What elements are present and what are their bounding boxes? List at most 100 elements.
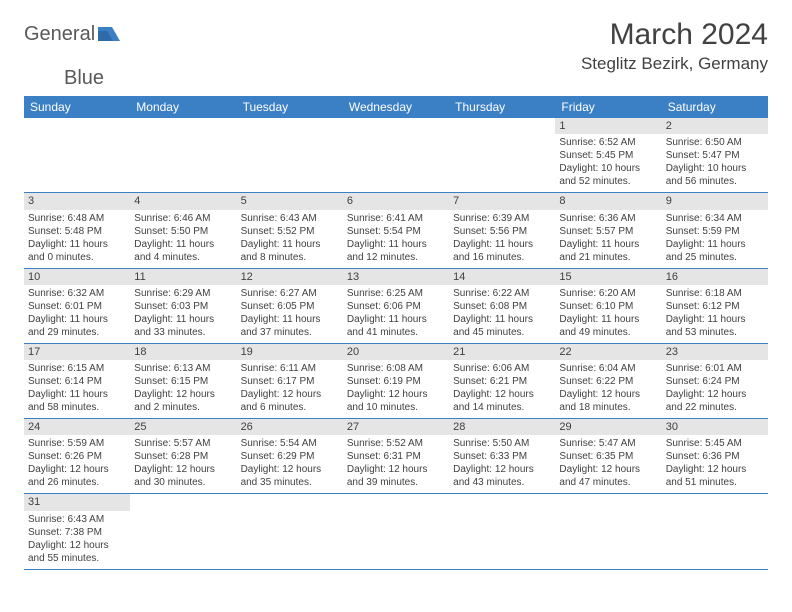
day-number: 17	[24, 344, 130, 360]
day-cell: 11Sunrise: 6:29 AMSunset: 6:03 PMDayligh…	[130, 269, 236, 343]
day-cell: 23Sunrise: 6:01 AMSunset: 6:24 PMDayligh…	[662, 344, 768, 418]
day-daylight: Daylight: 11 hours and 45 minutes.	[453, 313, 551, 339]
day-number: 31	[24, 494, 130, 510]
day-sunset: Sunset: 5:59 PM	[666, 225, 764, 238]
day-sunrise: Sunrise: 6:01 AM	[666, 362, 764, 375]
day-sunset: Sunset: 6:15 PM	[134, 375, 232, 388]
day-number: 5	[237, 193, 343, 209]
day-cell: 9Sunrise: 6:34 AMSunset: 5:59 PMDaylight…	[662, 193, 768, 267]
day-sunrise: Sunrise: 6:32 AM	[28, 287, 126, 300]
week-row: 10Sunrise: 6:32 AMSunset: 6:01 PMDayligh…	[24, 269, 768, 344]
day-cell: 10Sunrise: 6:32 AMSunset: 6:01 PMDayligh…	[24, 269, 130, 343]
day-number: 26	[237, 419, 343, 435]
day-daylight: Daylight: 12 hours and 6 minutes.	[241, 388, 339, 414]
calendar-grid: Sunday Monday Tuesday Wednesday Thursday…	[24, 96, 768, 570]
day-sunrise: Sunrise: 6:18 AM	[666, 287, 764, 300]
day-sunset: Sunset: 6:10 PM	[559, 300, 657, 313]
day-daylight: Daylight: 12 hours and 47 minutes.	[559, 463, 657, 489]
day-sunset: Sunset: 6:31 PM	[347, 450, 445, 463]
dow-wednesday: Wednesday	[343, 96, 449, 118]
day-daylight: Daylight: 12 hours and 14 minutes.	[453, 388, 551, 414]
day-sunset: Sunset: 6:28 PM	[134, 450, 232, 463]
day-cell-empty	[662, 494, 768, 568]
day-sunrise: Sunrise: 6:08 AM	[347, 362, 445, 375]
day-number: 9	[662, 193, 768, 209]
day-sunset: Sunset: 6:24 PM	[666, 375, 764, 388]
day-daylight: Daylight: 11 hours and 29 minutes.	[28, 313, 126, 339]
week-row: 24Sunrise: 5:59 AMSunset: 6:26 PMDayligh…	[24, 419, 768, 494]
day-number: 15	[555, 269, 661, 285]
day-sunrise: Sunrise: 6:15 AM	[28, 362, 126, 375]
day-sunset: Sunset: 6:33 PM	[453, 450, 551, 463]
day-cell: 16Sunrise: 6:18 AMSunset: 6:12 PMDayligh…	[662, 269, 768, 343]
day-sunrise: Sunrise: 6:48 AM	[28, 212, 126, 225]
day-cell-empty	[237, 494, 343, 568]
day-daylight: Daylight: 11 hours and 41 minutes.	[347, 313, 445, 339]
day-daylight: Daylight: 11 hours and 8 minutes.	[241, 238, 339, 264]
day-sunset: Sunset: 6:36 PM	[666, 450, 764, 463]
day-sunrise: Sunrise: 6:29 AM	[134, 287, 232, 300]
day-sunset: Sunset: 5:48 PM	[28, 225, 126, 238]
day-cell: 5Sunrise: 6:43 AMSunset: 5:52 PMDaylight…	[237, 193, 343, 267]
day-cell: 3Sunrise: 6:48 AMSunset: 5:48 PMDaylight…	[24, 193, 130, 267]
day-number: 6	[343, 193, 449, 209]
day-sunset: Sunset: 6:21 PM	[453, 375, 551, 388]
dow-monday: Monday	[130, 96, 236, 118]
day-sunrise: Sunrise: 6:43 AM	[28, 513, 126, 526]
day-daylight: Daylight: 11 hours and 12 minutes.	[347, 238, 445, 264]
dow-tuesday: Tuesday	[237, 96, 343, 118]
day-daylight: Daylight: 11 hours and 58 minutes.	[28, 388, 126, 414]
flag-icon	[98, 25, 120, 46]
day-number: 8	[555, 193, 661, 209]
day-cell: 19Sunrise: 6:11 AMSunset: 6:17 PMDayligh…	[237, 344, 343, 418]
dow-friday: Friday	[555, 96, 661, 118]
day-sunset: Sunset: 5:56 PM	[453, 225, 551, 238]
day-cell: 29 Sunrise: 5:47 AMSunset: 6:35 PMDayligh…	[555, 419, 661, 493]
day-cell-empty	[343, 118, 449, 192]
day-sunrise: Sunrise: 5:50 AM	[453, 437, 551, 450]
day-cell: 25 Sunrise: 5:57 AMSunset: 6:28 PMDayligh…	[130, 419, 236, 493]
day-cell: 6Sunrise: 6:41 AMSunset: 5:54 PMDaylight…	[343, 193, 449, 267]
day-daylight: Daylight: 12 hours and 39 minutes.	[347, 463, 445, 489]
day-cell-empty	[130, 118, 236, 192]
day-number: 30	[662, 419, 768, 435]
day-sunrise: Sunrise: 6:27 AM	[241, 287, 339, 300]
day-number: 29	[555, 419, 661, 435]
month-title: March 2024	[581, 18, 768, 52]
day-daylight: Daylight: 11 hours and 53 minutes.	[666, 313, 764, 339]
day-sunrise: Sunrise: 6:43 AM	[241, 212, 339, 225]
day-number: 25	[130, 419, 236, 435]
day-daylight: Daylight: 11 hours and 21 minutes.	[559, 238, 657, 264]
day-sunrise: Sunrise: 5:45 AM	[666, 437, 764, 450]
day-sunrise: Sunrise: 6:22 AM	[453, 287, 551, 300]
day-sunrise: Sunrise: 5:52 AM	[347, 437, 445, 450]
day-sunrise: Sunrise: 6:34 AM	[666, 212, 764, 225]
day-sunset: Sunset: 6:01 PM	[28, 300, 126, 313]
day-sunset: Sunset: 6:05 PM	[241, 300, 339, 313]
day-number: 2	[662, 118, 768, 134]
day-number: 12	[237, 269, 343, 285]
day-sunset: Sunset: 5:50 PM	[134, 225, 232, 238]
day-number: 27	[343, 419, 449, 435]
day-daylight: Daylight: 12 hours and 30 minutes.	[134, 463, 232, 489]
day-number: 14	[449, 269, 555, 285]
week-row: 17Sunrise: 6:15 AMSunset: 6:14 PMDayligh…	[24, 344, 768, 419]
day-cell: 1Sunrise: 6:52 AMSunset: 5:45 PMDaylight…	[555, 118, 661, 192]
day-sunrise: Sunrise: 6:20 AM	[559, 287, 657, 300]
day-sunset: Sunset: 6:35 PM	[559, 450, 657, 463]
day-number: 22	[555, 344, 661, 360]
day-daylight: Daylight: 11 hours and 0 minutes.	[28, 238, 126, 264]
day-sunrise: Sunrise: 6:04 AM	[559, 362, 657, 375]
title-block: March 2024 Steglitz Bezirk, Germany	[581, 18, 768, 74]
day-cell-empty	[449, 494, 555, 568]
day-cell: 2Sunrise: 6:50 AMSunset: 5:47 PMDaylight…	[662, 118, 768, 192]
day-daylight: Daylight: 11 hours and 37 minutes.	[241, 313, 339, 339]
day-number: 19	[237, 344, 343, 360]
day-cell: 27 Sunrise: 5:52 AMSunset: 6:31 PMDayligh…	[343, 419, 449, 493]
day-sunrise: Sunrise: 5:47 AM	[559, 437, 657, 450]
day-cell: 22Sunrise: 6:04 AMSunset: 6:22 PMDayligh…	[555, 344, 661, 418]
day-daylight: Daylight: 11 hours and 16 minutes.	[453, 238, 551, 264]
day-cell: 28Sunrise: 5:50 AMSunset: 6:33 PMDayligh…	[449, 419, 555, 493]
day-daylight: Daylight: 12 hours and 10 minutes.	[347, 388, 445, 414]
day-sunrise: Sunrise: 5:57 AM	[134, 437, 232, 450]
